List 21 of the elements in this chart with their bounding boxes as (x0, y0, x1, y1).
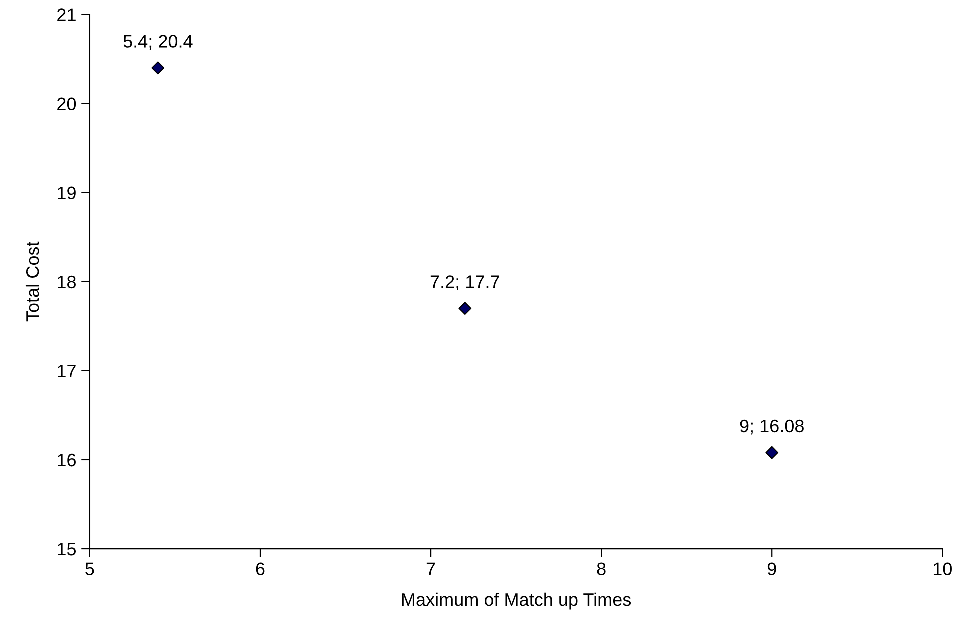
x-tick-label: 8 (597, 562, 606, 576)
y-tick-label: 15 (58, 543, 76, 556)
y-axis-title: Total Cost (26, 242, 40, 322)
y-tick-label: 17 (58, 365, 76, 378)
x-tick-label: 6 (256, 562, 265, 576)
point (766, 446, 779, 460)
x-tick-label: 9 (768, 562, 776, 576)
data-label: 9; 16.08 (740, 420, 804, 435)
data-label: 7.2; 17.7 (430, 276, 500, 290)
y-tick-label: 18 (58, 276, 76, 289)
point (458, 302, 472, 316)
y-tick-label: 21 (58, 8, 76, 22)
data-label: 5.4; 20.4 (124, 35, 193, 50)
x-tick-label: 10 (934, 562, 952, 576)
y-tick-label: 20 (58, 98, 76, 111)
x-axis-title: Maximum of Match up Times (402, 592, 632, 610)
y-tick-label: 19 (58, 186, 76, 200)
point (152, 62, 165, 75)
x-tick-label: 7 (426, 562, 436, 576)
y-tick-label: 16 (58, 454, 76, 467)
x-tick-label: 5 (86, 562, 94, 576)
